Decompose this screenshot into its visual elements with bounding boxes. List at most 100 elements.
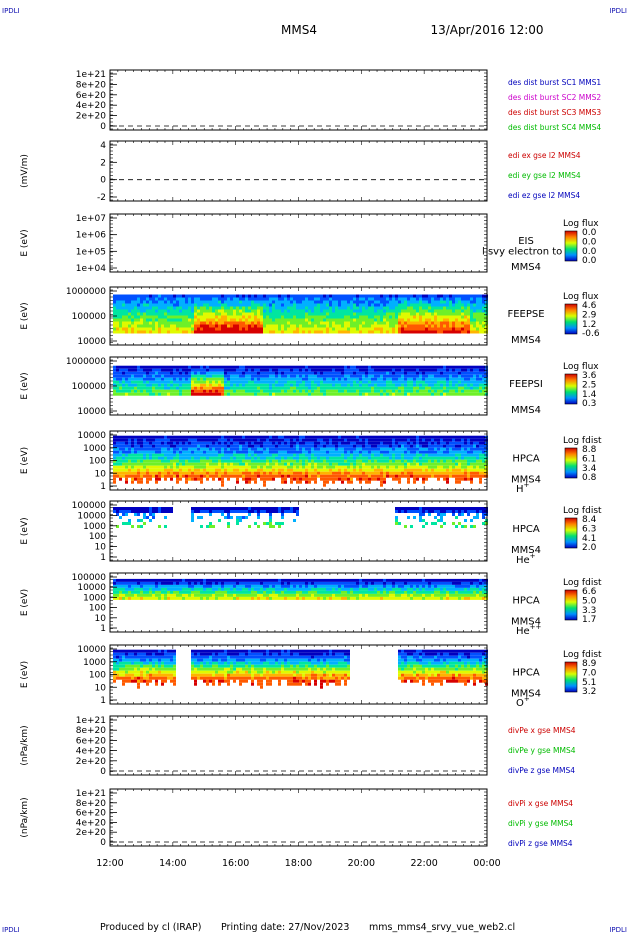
hpca_he-ytick-label: 10000 — [77, 511, 106, 521]
hpca_hepp-species-label: He++ — [516, 623, 542, 637]
hpca_hepp-colorbar — [564, 589, 578, 621]
eis-ytick-label: 1e+06 — [76, 231, 107, 241]
eis-colorbar-label: 0.0 — [582, 256, 597, 266]
time-axis: 12:00 14:00 16:00 18:00 20:00 22:00 00:00 — [96, 858, 500, 869]
divpi-ytick-label: 6e+20 — [76, 809, 107, 819]
hpca_hepp-spacecraft-label: MMS4 — [511, 617, 541, 628]
hpca_he-ytick-label: 100000 — [72, 501, 107, 511]
feepsi-spectrogram — [113, 365, 488, 396]
eis-ytick-label: 1e+04 — [76, 264, 107, 274]
hpca_he-spectrogram — [113, 507, 488, 528]
hpca_he-ytick-label: 1000 — [83, 522, 106, 532]
hpca_he-instrument-name: HPCA — [512, 524, 540, 535]
des-ytick-label: 4e+20 — [76, 101, 107, 111]
feepsi-ytick-label: 100000 — [72, 382, 107, 392]
hpca_h-ytick-label: 10000 — [77, 431, 106, 441]
hpca_hepp-ylabel: E (eV) — [20, 589, 30, 616]
footer-produced-by: Produced by cl (IRAP) — [100, 922, 201, 933]
footer-script-name: mms_mms4_srvy_vue_web2.cl — [369, 922, 515, 933]
feepse-colorbar-label: 2.9 — [582, 310, 597, 320]
des-ytick-label: 2e+20 — [76, 112, 107, 122]
divpi-ylabel: (nPa/km) — [20, 797, 30, 837]
eis-overlay-text: l svy electron to — [482, 247, 562, 258]
hpca_hepp-colorbar-title: Log fdist — [563, 578, 602, 588]
feepse-ylabel: E (eV) — [20, 302, 30, 329]
hpca_h-colorbar-label: 6.1 — [582, 454, 596, 464]
des-ytick-label: 0 — [100, 122, 106, 132]
feepse-colorbar-label: 1.2 — [582, 320, 596, 330]
hpca_he-spacecraft-label: MMS4 — [511, 545, 541, 556]
feepsi-colorbar-label: 3.6 — [582, 371, 597, 381]
divpi-ytick-label: 4e+20 — [76, 818, 107, 828]
feepse-instrument-name: FEEPSE — [507, 309, 544, 320]
hpca_h-colorbar-label: 8.8 — [582, 445, 597, 455]
feepse-ytick-label: 100000 — [72, 312, 107, 322]
hpca_h-ytick-label: 100 — [89, 457, 106, 467]
panel-edi: 4 2 0 -2 (mV/m) edi ex gse l2 MMS4 edi ey gse … — [20, 140, 581, 203]
hpca_hepp-ytick-label: 100 — [89, 604, 106, 614]
feepse-colorbar-label: -0.6 — [582, 329, 600, 339]
divpi-legend-entry: divPi z gse MMS4 — [508, 839, 573, 848]
hpca_o-ylabel: E (eV) — [20, 661, 30, 688]
feepsi-colorbar-label: 2.5 — [582, 380, 596, 390]
divpe-ytick-label: 8e+20 — [76, 726, 107, 736]
hpca_he-colorbar-label: 6.3 — [582, 524, 596, 534]
feepsi-instrument-name: FEEPSI — [509, 379, 543, 390]
time-tick-label: 14:00 — [159, 858, 186, 869]
hpca_h-colorbar-title: Log fdist — [563, 436, 602, 446]
time-tick-label: 00:00 — [473, 858, 500, 869]
feepse-colorbar-label: 4.6 — [582, 301, 597, 311]
hpca_o-ytick-label: 1 — [100, 696, 106, 706]
eis-colorbar — [564, 230, 578, 262]
footer-printing-date: Printing date: 27/Nov/2023 — [221, 922, 349, 933]
hpca_hepp-instrument-name: HPCA — [512, 596, 540, 607]
hpca_o-spectrogram — [113, 649, 488, 689]
feepse-colorbar-title: Log flux — [563, 292, 599, 302]
hpca_o-colorbar-label: 3.2 — [582, 687, 596, 697]
hpca_he-ytick-label: 1 — [100, 553, 106, 563]
des-ytick-label: 8e+20 — [76, 80, 107, 90]
hpca_h-colorbar-label: 3.4 — [582, 464, 597, 474]
hpca_h-spectrogram — [113, 435, 488, 487]
hpca_h-colorbar-label: 0.8 — [582, 473, 597, 483]
divpe-frame — [109, 715, 488, 776]
hpca_o-colorbar-label: 8.9 — [582, 659, 597, 669]
hpca_h-spacecraft-label: MMS4 — [511, 475, 541, 486]
hpca_he-colorbar-label: 8.4 — [582, 515, 597, 525]
eis-colorbar-label: 0.0 — [582, 228, 597, 238]
divpi-ytick-label: 1e+21 — [76, 789, 106, 799]
des-frame — [109, 69, 488, 131]
hpca_he-colorbar-label: 4.1 — [582, 534, 596, 544]
edi-ytick-label: 4 — [100, 141, 106, 151]
edi-ylabel: (mV/m) — [20, 154, 30, 188]
eis-colorbar-label: 0.0 — [582, 247, 597, 257]
corner-mark-bottom-right: IPDLI — [609, 926, 627, 934]
hpca_o-colorbar-title: Log fdist — [563, 650, 602, 660]
eis-ytick-label: 1e+05 — [76, 247, 106, 257]
divpi-ytick-label: 0 — [100, 838, 106, 848]
hpca_o-species-label: O+ — [516, 695, 530, 709]
spacecraft-title: MMS4 — [281, 23, 317, 37]
divpe-ylabel: (nPa/km) — [20, 725, 30, 765]
edi-legend-entry: edi ex gse l2 MMS4 — [508, 151, 581, 160]
divpi-ytick-label: 8e+20 — [76, 799, 107, 809]
hpca_o-ytick-label: 1000 — [83, 658, 106, 668]
des-legend-entry: des dist burst SC2 MMS2 — [508, 93, 601, 102]
eis-spacecraft-label: MMS4 — [511, 262, 541, 273]
feepsi-spacecraft-label: MMS4 — [511, 405, 541, 416]
divpe-legend-entry: divPe z gse MMS4 — [508, 766, 575, 775]
hpca_hepp-ytick-label: 10000 — [77, 583, 106, 593]
divpe-ytick-label: 1e+21 — [76, 716, 106, 726]
des-legend-entry: des dist burst SC3 MMS3 — [508, 108, 601, 117]
eis-colorbar-title: Log flux — [563, 219, 599, 229]
divpe-legend-entry: divPe x gse MMS4 — [508, 726, 576, 735]
hpca_hepp-colorbar-label: 6.6 — [582, 587, 597, 597]
hpca_hepp-colorbar-label: 3.3 — [582, 606, 596, 616]
divpi-frame — [109, 788, 488, 847]
divpe-ytick-label: 6e+20 — [76, 736, 107, 746]
hpca_hepp-colorbar-label: 5.0 — [582, 596, 597, 606]
des-ytick-label: 6e+20 — [76, 91, 107, 101]
